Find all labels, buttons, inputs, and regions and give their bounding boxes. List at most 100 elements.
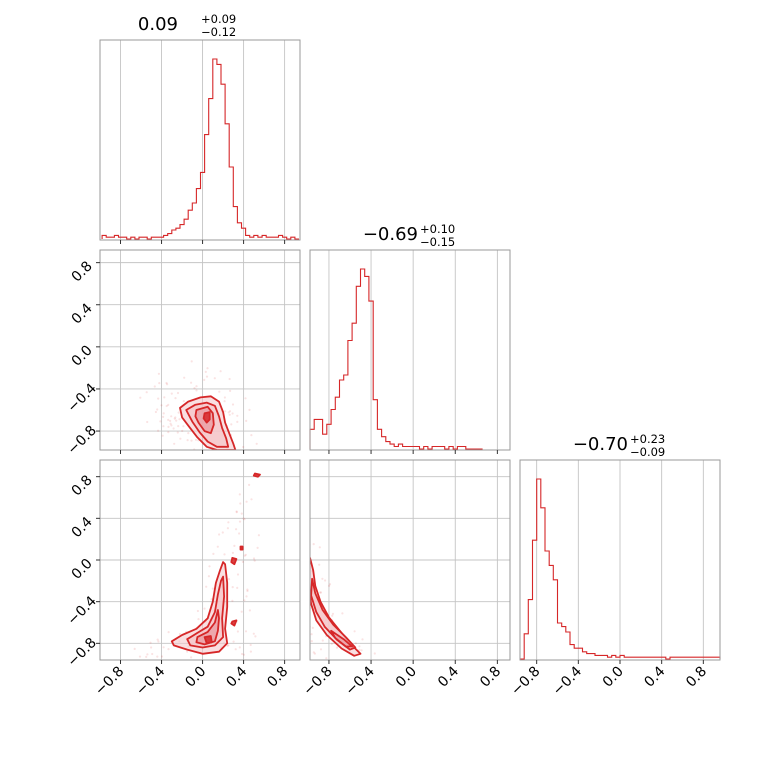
scatter-point: [226, 470, 228, 472]
scatter-point: [238, 493, 241, 496]
x-tick-label: 0.0: [182, 664, 209, 691]
scatter-point: [258, 463, 260, 465]
histogram-0: [101, 58, 299, 240]
y-tick-label: 0.0: [69, 343, 96, 370]
scatter-point: [330, 642, 333, 646]
contour-level-2: [195, 609, 220, 646]
scatter-point: [379, 677, 381, 679]
scatter-point: [341, 612, 344, 615]
scatter-point: [197, 618, 200, 621]
scatter-point: [246, 589, 249, 593]
scatter-point: [171, 672, 173, 674]
scatter-point: [187, 432, 190, 435]
scatter-point: [296, 485, 298, 487]
scatter-point: [252, 663, 254, 665]
scatter-point: [371, 682, 373, 684]
scatter-point: [257, 534, 260, 537]
scatter-point: [238, 532, 241, 535]
scatter-point: [216, 471, 218, 473]
y-tick-label: −0.4: [65, 593, 100, 628]
scatter-point: [313, 652, 316, 655]
scatter-point: [223, 396, 226, 399]
x-tick-label: 0.4: [435, 663, 462, 690]
title-1-value: −0.69: [363, 224, 418, 245]
scatter-point: [182, 425, 185, 428]
scatter-point: [129, 662, 131, 664]
scatter-point: [157, 397, 160, 400]
scatter-point: [291, 529, 293, 531]
scatter-point: [345, 677, 347, 679]
scatter-point: [219, 484, 221, 486]
scatter-point: [302, 595, 304, 597]
x-tick-label: 0.0: [393, 664, 420, 691]
scatter-point: [213, 490, 215, 492]
scatter-point: [213, 486, 215, 488]
scatter-point: [212, 552, 215, 556]
scatter-point: [302, 619, 304, 621]
scatter-point: [243, 599, 246, 602]
scatter-point: [328, 583, 332, 586]
title-0-plus: +0.09: [201, 12, 236, 26]
scatter-point: [244, 630, 248, 633]
panel-2d-2-0: [99, 459, 301, 674]
scatter-point: [230, 665, 232, 667]
scatter-point: [308, 543, 310, 545]
scatter-point: [331, 612, 335, 615]
scatter-point: [250, 434, 253, 437]
scatter-point: [227, 411, 230, 414]
scatter-point: [285, 589, 287, 591]
scatter-point: [173, 442, 176, 445]
frame-10: [99, 249, 301, 451]
scatter-point: [282, 604, 284, 606]
scatter-point: [282, 557, 284, 559]
scatter-point: [292, 638, 294, 640]
scatter-point: [361, 638, 364, 641]
scatter-point: [210, 450, 212, 452]
scatter-point: [169, 419, 172, 422]
scatter-point: [319, 661, 321, 663]
scatter-point: [290, 537, 292, 539]
scatter-point: [212, 453, 214, 455]
title-2-value: −0.70: [573, 434, 628, 455]
scatter-point: [231, 599, 234, 603]
title-2-minus: −0.09: [630, 445, 665, 459]
scatter-point: [216, 545, 219, 548]
scatter-point: [307, 602, 309, 604]
scatter-point: [170, 424, 173, 427]
scatter-point: [287, 530, 289, 532]
scatter-point: [167, 431, 170, 434]
scatter-point: [236, 586, 239, 590]
title-1-minus: −0.15: [420, 235, 455, 249]
scatter-point: [160, 404, 163, 407]
panel-hist-1: −0.69 +0.10 −0.15: [309, 222, 511, 451]
scatter-point: [311, 626, 314, 630]
scatter-point: [310, 640, 313, 643]
scatter-point: [383, 674, 385, 676]
scatter-point: [331, 614, 334, 617]
scatter-point: [194, 438, 198, 441]
scatter-point: [205, 375, 209, 378]
scatter-point: [146, 653, 149, 656]
scatter-point: [238, 520, 242, 523]
scatter-point: [302, 601, 304, 603]
panel-hist-2: −0.70 +0.23 −0.09: [519, 432, 721, 661]
scatter-point: [231, 551, 234, 555]
scatter-point: [319, 591, 322, 594]
scatter-point: [291, 551, 293, 553]
scatter-point: [292, 623, 294, 625]
scatter-point: [172, 427, 175, 430]
scatter-point: [227, 578, 231, 581]
scatter-point: [232, 640, 235, 643]
scatter-point: [235, 469, 237, 471]
scatter-point: [237, 463, 239, 465]
scatter-point: [353, 630, 356, 633]
contour-level-3: [202, 411, 211, 424]
scatter-point: [177, 411, 180, 414]
scatter-point: [289, 609, 291, 611]
scatter-point: [226, 527, 229, 530]
scatter-point: [242, 517, 245, 520]
scatter-point: [364, 703, 366, 705]
scatter-point: [297, 519, 299, 521]
panel-2d-1-0: [99, 249, 301, 492]
